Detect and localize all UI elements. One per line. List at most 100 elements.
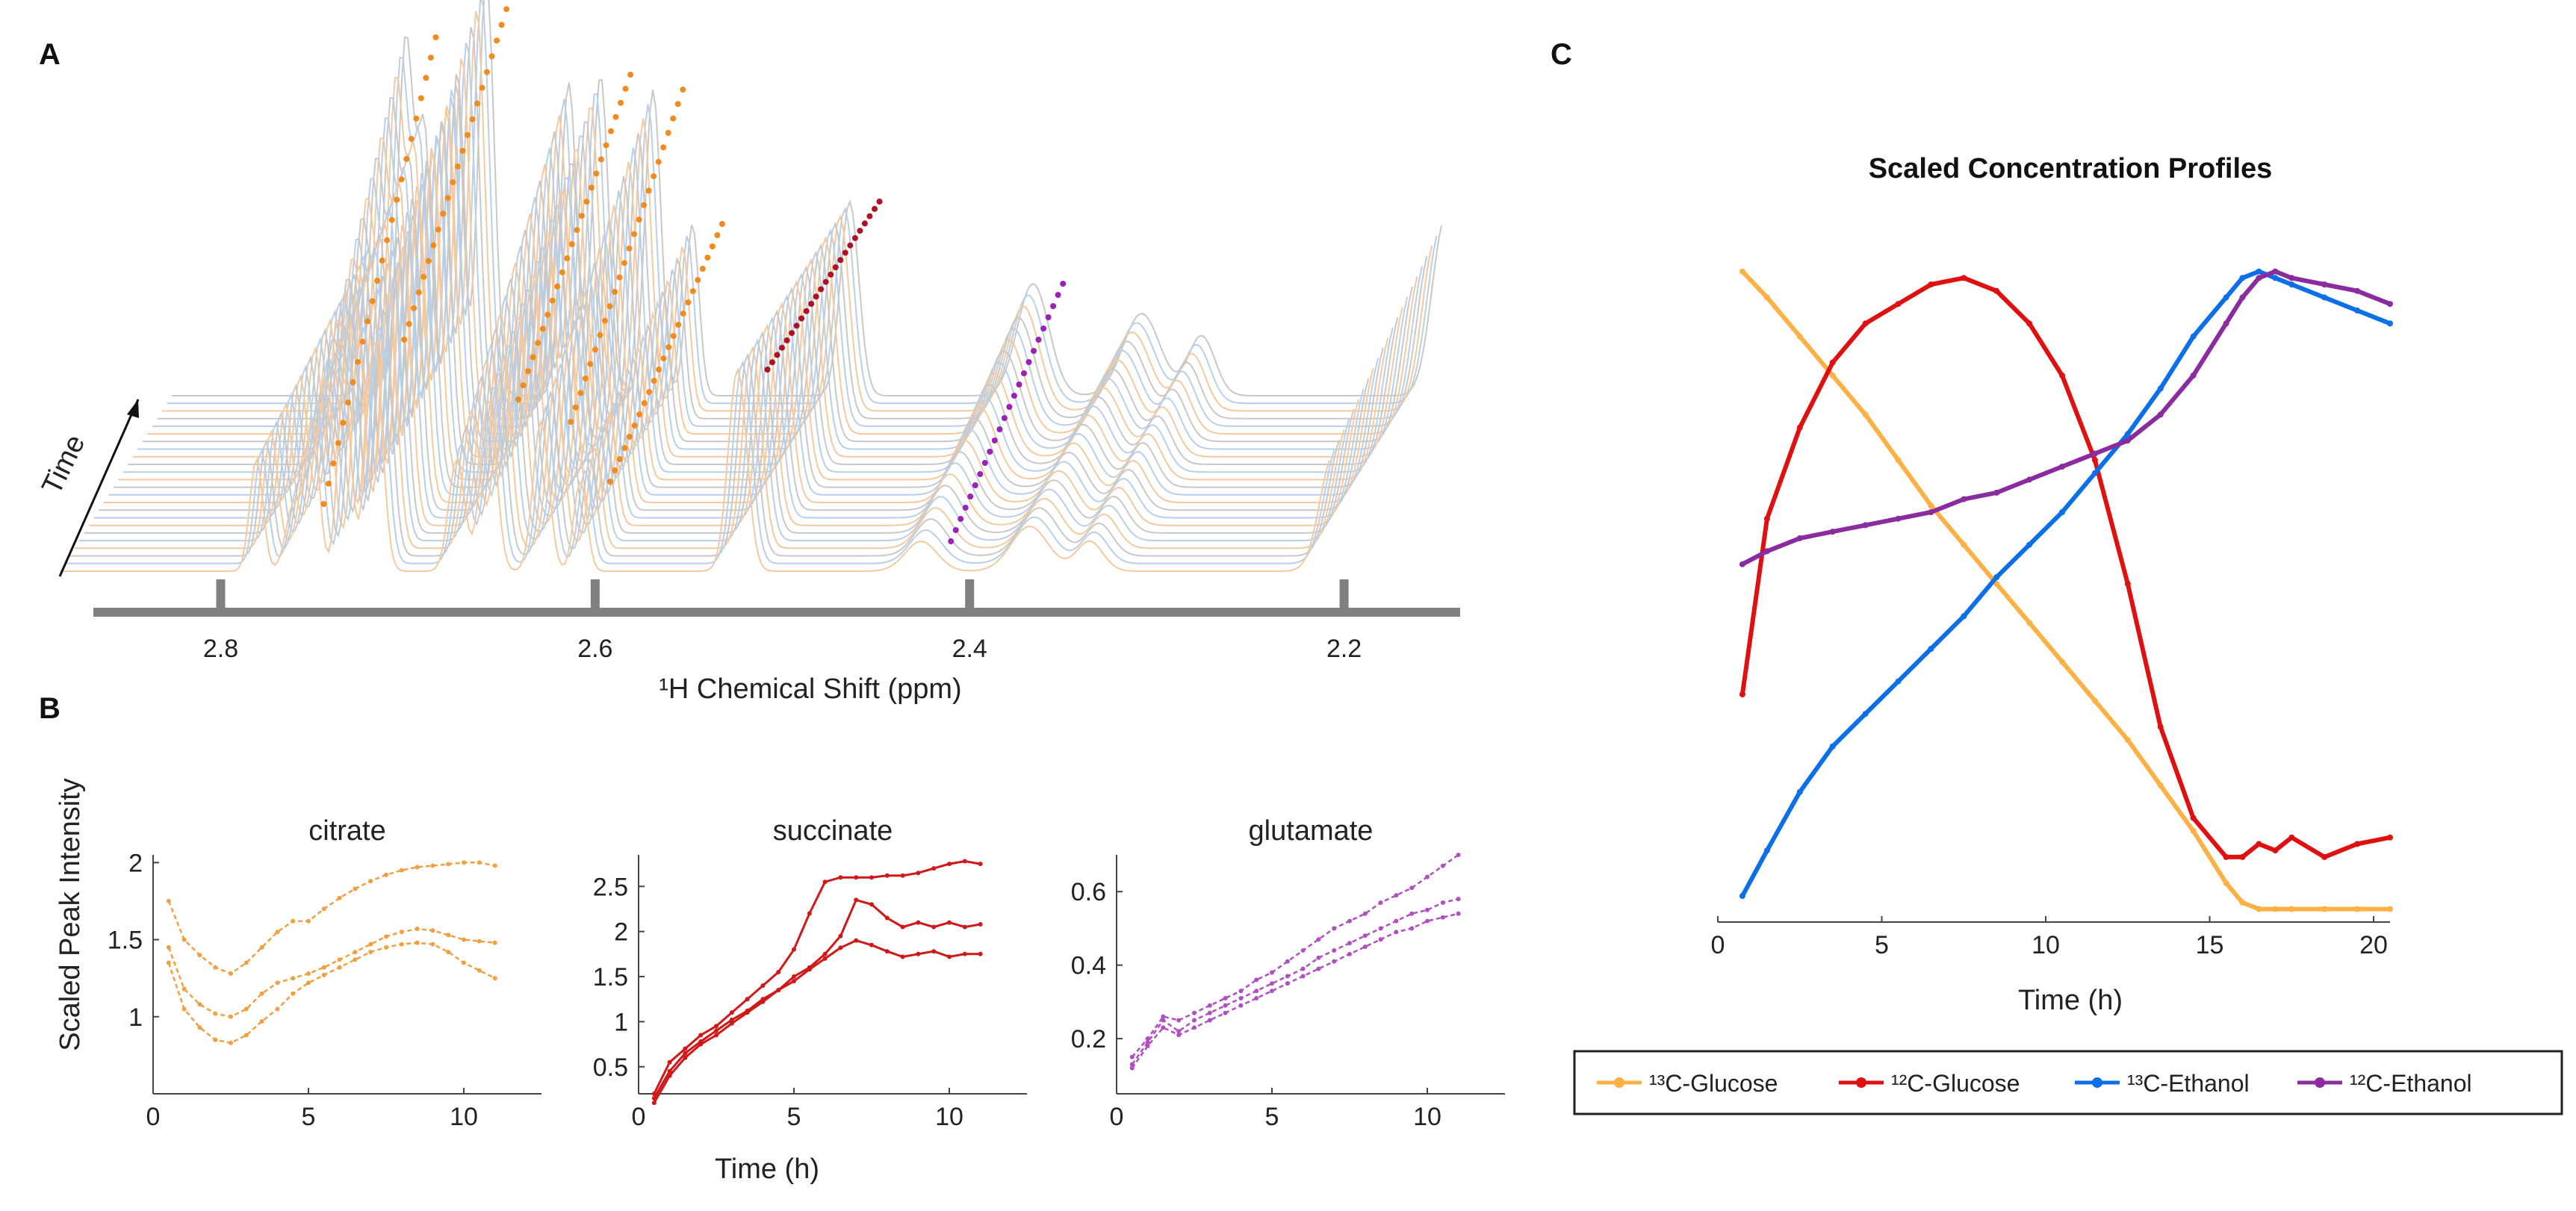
data-point bbox=[2157, 411, 2164, 418]
data-point bbox=[368, 879, 373, 884]
concentration-chart-title: Scaled Concentration Profiles bbox=[1869, 153, 2273, 184]
peak-marker-dot bbox=[1001, 415, 1008, 421]
data-point bbox=[900, 873, 905, 878]
spectrum-trace bbox=[74, 293, 1345, 550]
ppm-tick-mark bbox=[965, 579, 975, 609]
data-point bbox=[1362, 933, 1368, 938]
data-point bbox=[1425, 874, 1430, 880]
data-point bbox=[1862, 411, 1869, 418]
peak-marker-dot bbox=[582, 376, 589, 382]
peak-marker-dot bbox=[704, 255, 711, 261]
spectrum-trace bbox=[172, 0, 1442, 396]
spectrum-trace bbox=[167, 0, 1438, 405]
data-point bbox=[1993, 287, 2000, 294]
peak-marker-dot bbox=[608, 128, 614, 134]
peak-marker-dot bbox=[430, 242, 437, 249]
data-point bbox=[2223, 320, 2229, 327]
data-point bbox=[2026, 320, 2033, 327]
peak-marker-dot bbox=[621, 445, 628, 451]
data-point bbox=[1145, 1036, 1150, 1042]
data-point bbox=[916, 871, 921, 876]
peak-marker-dot bbox=[798, 315, 805, 322]
peak-marker-dot bbox=[847, 242, 854, 249]
peak-marker-dot bbox=[958, 516, 964, 522]
data-point bbox=[368, 950, 373, 955]
time-axis-label: Time bbox=[36, 430, 91, 499]
data-point bbox=[1928, 502, 1934, 509]
data-point bbox=[229, 1014, 233, 1019]
data-point bbox=[259, 1019, 264, 1024]
peak-marker-dot bbox=[601, 317, 608, 324]
x-tick-label: 5 bbox=[302, 1103, 316, 1131]
peak-marker-dot bbox=[484, 69, 490, 75]
data-point bbox=[2321, 294, 2328, 301]
data-point bbox=[869, 902, 874, 907]
data-point bbox=[714, 1028, 719, 1033]
peak-marker-dot bbox=[335, 440, 341, 446]
data-point bbox=[1895, 678, 1902, 685]
peak-marker-dot bbox=[1011, 393, 1017, 399]
data-point bbox=[477, 938, 482, 944]
peak-marker-dot bbox=[574, 227, 580, 233]
glutamate-chart: 0 5 10 0.2 0.4 0.6 glutamate bbox=[1071, 815, 1505, 1131]
data-point bbox=[259, 944, 264, 950]
peak-marker-dot bbox=[612, 288, 618, 295]
data-point bbox=[213, 1037, 218, 1042]
data-point bbox=[807, 967, 812, 972]
peak-marker-dot bbox=[670, 333, 677, 339]
peak-marker-dot bbox=[612, 467, 618, 473]
spectrum-trace bbox=[99, 215, 1370, 511]
peak-marker-dot bbox=[789, 330, 795, 337]
data-point bbox=[337, 895, 342, 900]
peak-marker-dot bbox=[655, 158, 662, 165]
peak-marker-dot bbox=[488, 53, 495, 60]
peak-marker-dot bbox=[559, 269, 565, 275]
data-point bbox=[1347, 918, 1352, 924]
data-point bbox=[978, 951, 983, 956]
peak-marker-dot bbox=[384, 237, 391, 243]
data-point bbox=[1332, 959, 1337, 964]
ppm-tick-mark bbox=[216, 579, 226, 609]
data-point bbox=[321, 965, 326, 970]
legend-label: ¹²C-Glucose bbox=[1891, 1070, 2020, 1097]
peak-marker-dot bbox=[1016, 382, 1022, 387]
series-line bbox=[1740, 269, 2392, 897]
data-point bbox=[291, 976, 296, 981]
peak-marker-dot bbox=[616, 274, 623, 281]
data-point bbox=[1332, 926, 1337, 931]
data-point bbox=[1829, 373, 1836, 379]
peak-marker-dot bbox=[435, 226, 441, 233]
peak-marker-dot bbox=[440, 211, 447, 217]
peak-marker-dot bbox=[544, 311, 551, 318]
data-point bbox=[368, 941, 373, 947]
peak-marker-dot bbox=[379, 257, 385, 264]
data-point bbox=[306, 971, 311, 976]
peak-marker-dot bbox=[972, 482, 978, 488]
data-point bbox=[683, 1050, 688, 1056]
data-point bbox=[2026, 476, 2033, 483]
x-tick-label: 0 bbox=[632, 1103, 646, 1131]
data-point bbox=[1285, 974, 1290, 979]
peak-marker-dot bbox=[793, 323, 800, 329]
peak-marker-dot bbox=[1035, 337, 1042, 343]
data-point bbox=[229, 1040, 233, 1045]
data-point bbox=[2387, 320, 2393, 327]
data-point bbox=[306, 918, 311, 924]
data-point bbox=[2239, 275, 2246, 281]
data-point bbox=[869, 942, 874, 947]
data-point bbox=[2091, 457, 2098, 464]
data-point bbox=[792, 974, 796, 979]
peak-marker-dot bbox=[714, 232, 721, 238]
y-tick-label: 0.2 bbox=[1071, 1025, 1106, 1053]
data-point bbox=[1129, 1054, 1135, 1059]
series-line bbox=[167, 941, 496, 1045]
data-point bbox=[2354, 307, 2361, 314]
data-point bbox=[698, 1033, 704, 1038]
data-point bbox=[321, 973, 326, 977]
data-point bbox=[1300, 948, 1306, 953]
x-tick-label: 5 bbox=[787, 1103, 801, 1131]
data-point bbox=[1300, 966, 1306, 971]
peak-marker-dot bbox=[674, 101, 681, 108]
series-line bbox=[1741, 269, 2392, 567]
data-point bbox=[1739, 561, 1745, 567]
